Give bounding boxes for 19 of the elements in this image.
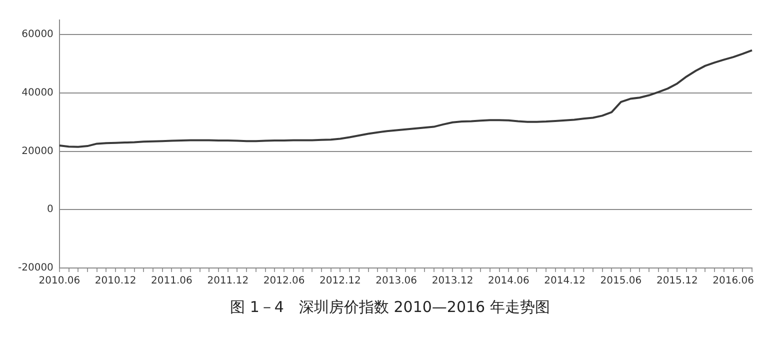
x-tick-label: 2010.06 [38,276,80,287]
x-tick-label: 2011.06 [151,276,192,287]
y-tick-label: 40000 [22,88,54,99]
text: 图 1－4 深圳房价指数 2010—2016 年走势图 [229,298,551,317]
x-tick-label: 2016.06 [712,276,754,287]
x-tick-label: 2011.12 [207,276,249,287]
x-tick-label: 2010.12 [94,276,136,287]
x-tick-label: 2013.06 [376,276,418,287]
y-tick-label: 20000 [22,146,54,157]
x-tick-label: 2013.12 [432,276,474,287]
y-tick-label: 0 [47,204,54,216]
x-tick-label: 2014.06 [488,276,530,287]
x-tick-label: 2015.06 [600,276,642,287]
x-tick-label: 2012.06 [263,276,305,287]
x-tick-label: 2015.12 [656,276,698,287]
y-tick-label: 60000 [22,29,54,40]
x-tick-label: 2012.12 [320,276,361,287]
y-tick-label: -20000 [18,262,54,274]
x-tick-label: 2014.12 [544,276,586,287]
